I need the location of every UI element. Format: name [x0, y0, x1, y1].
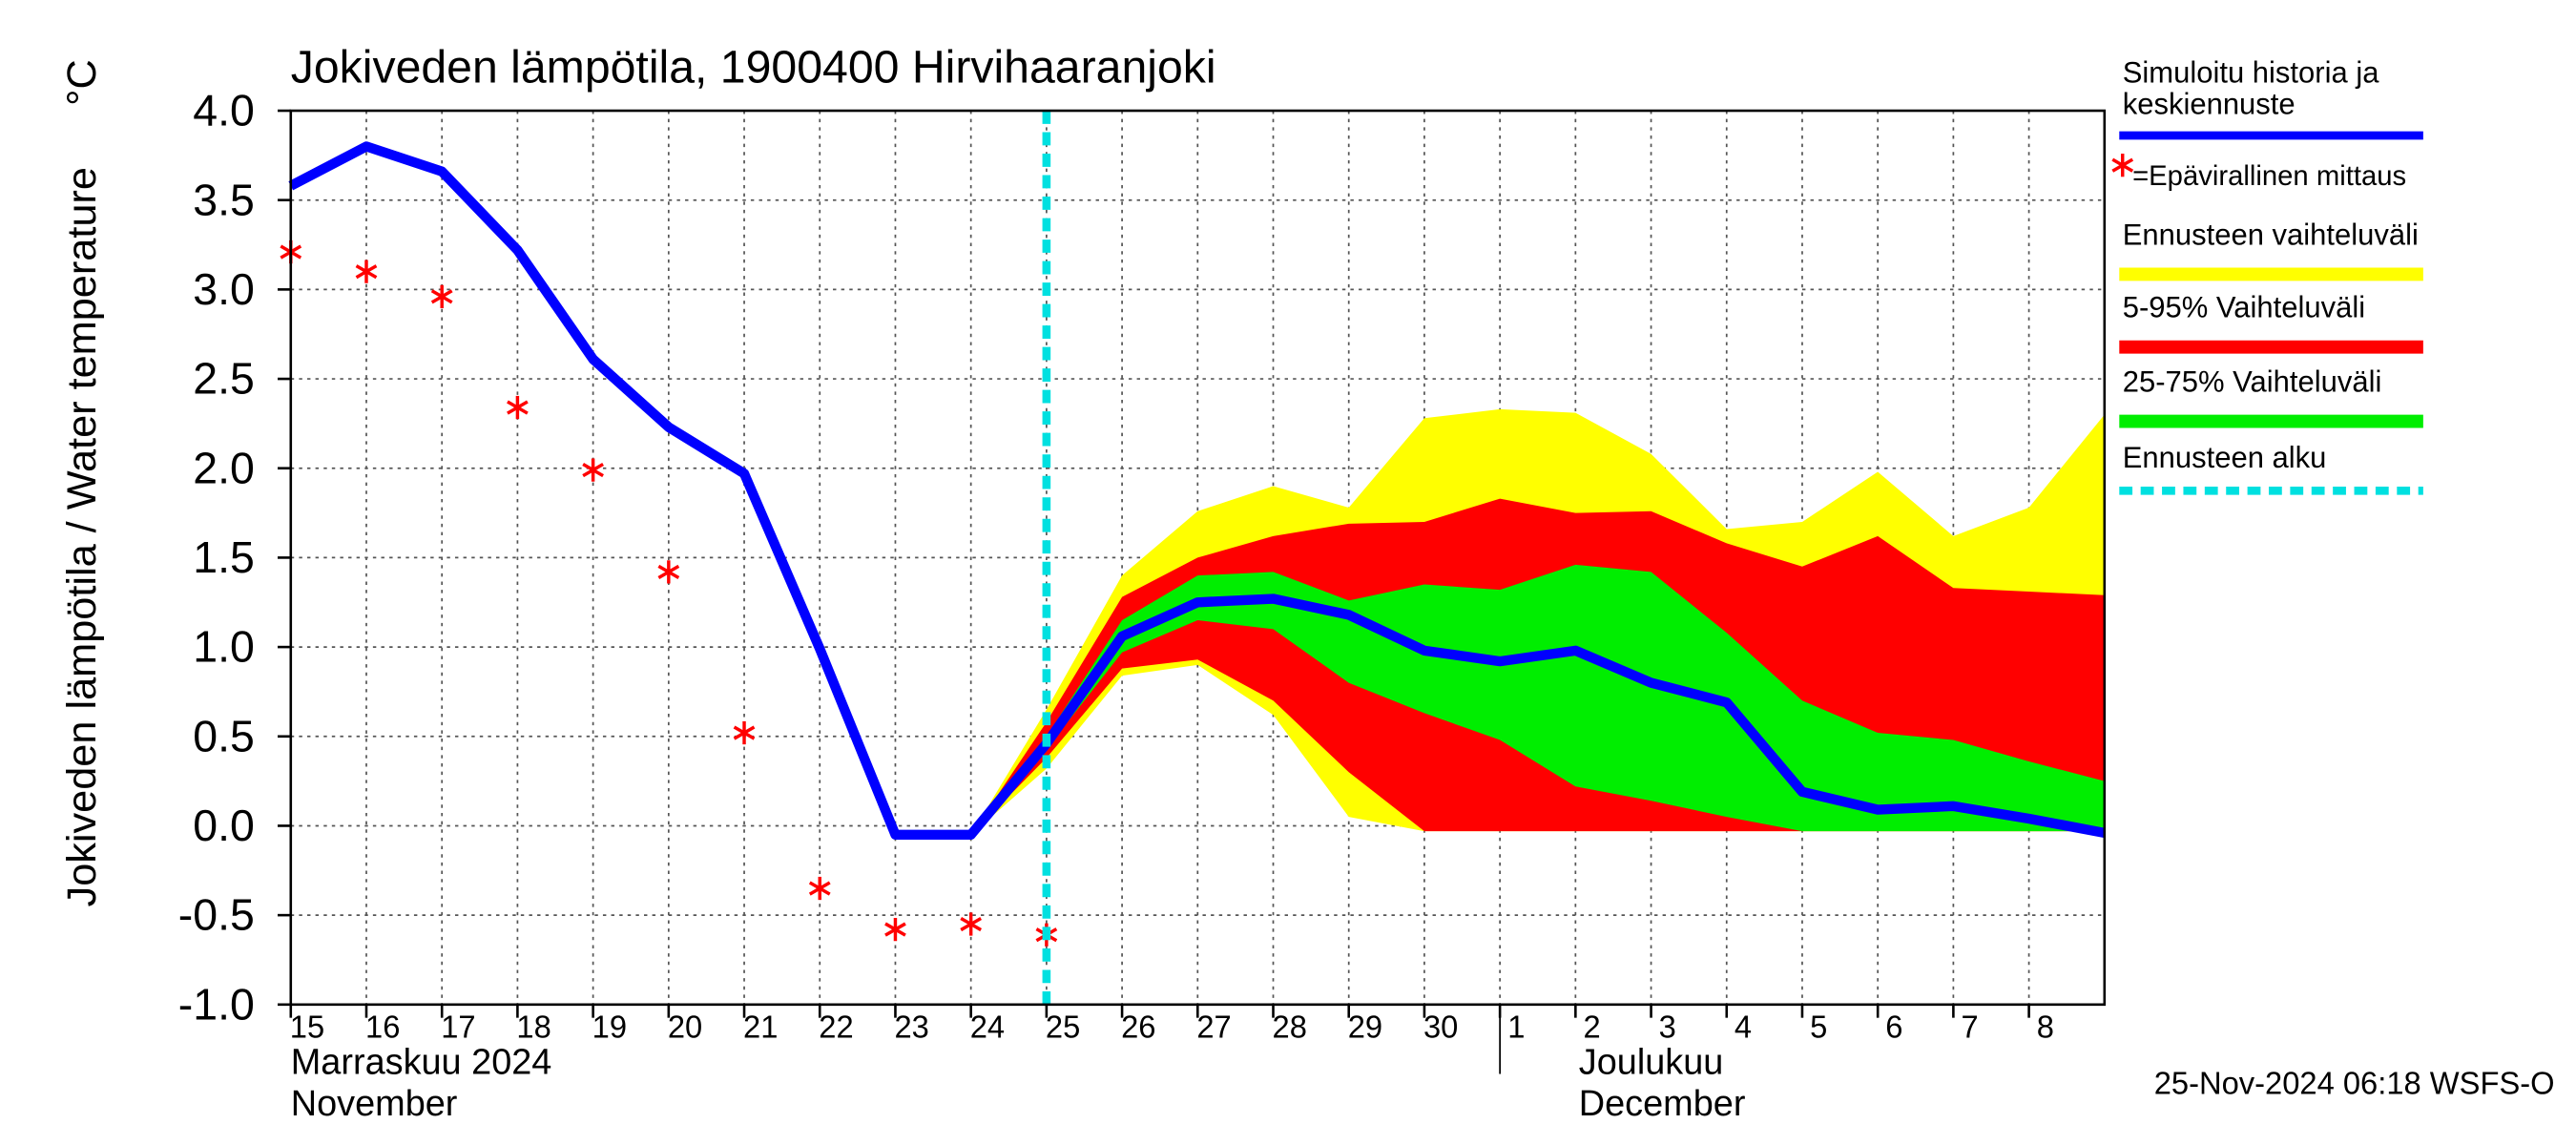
- x-tick-label: 21: [743, 1009, 778, 1044]
- x-tick-label: 27: [1196, 1009, 1231, 1044]
- month-label: Marraskuu 2024: [291, 1042, 552, 1082]
- marker: [657, 560, 680, 584]
- month-label: December: [1579, 1084, 1746, 1124]
- legend-label: Ennusteen alku: [2123, 441, 2327, 474]
- x-tick-label: 23: [894, 1009, 928, 1044]
- marker: [430, 284, 453, 308]
- marker-stroke: [2111, 157, 2134, 173]
- legend-label: Simuloitu historia ja keskiennuste: [2123, 56, 2379, 121]
- legend-label: 25-75% Vaihteluväli: [2123, 364, 2382, 398]
- marker-stroke: [884, 922, 906, 937]
- y-tick-label: -0.5: [178, 890, 255, 940]
- chart-title: Jokiveden lämpötila, 1900400 Hirvihaaran…: [291, 41, 1216, 93]
- x-tick-label: 20: [668, 1009, 702, 1044]
- marker-stroke: [960, 916, 983, 932]
- x-tick-label: 7: [1962, 1009, 1979, 1044]
- month-label: November: [291, 1084, 458, 1124]
- legend-label: Ennusteen vaihteluväli: [2123, 218, 2419, 251]
- x-tick-label: 17: [441, 1009, 475, 1044]
- line: [288, 141, 2106, 841]
- band: [970, 564, 2105, 835]
- x-tick-label: 26: [1121, 1009, 1155, 1044]
- marker-stroke: [808, 881, 831, 896]
- x-tick-label: 6: [1885, 1009, 1902, 1044]
- y-axis-title: Jokiveden lämpötila / Water temperature: [59, 167, 105, 906]
- marker-stroke: [733, 725, 756, 740]
- footer: 25-Nov-2024 06:18 WSFS-O: [2154, 1065, 2555, 1100]
- marker: [355, 260, 378, 283]
- x-tick-label: 2: [1583, 1009, 1600, 1044]
- marker-stroke: [355, 264, 378, 280]
- x-tick-label: 18: [516, 1009, 551, 1044]
- y-tick-label: 4.0: [193, 85, 255, 135]
- x-tick-label: 22: [819, 1009, 853, 1044]
- y-tick-label: 2.0: [193, 443, 255, 492]
- x-tick-label: 3: [1659, 1009, 1676, 1044]
- month-label: Joulukuu: [1579, 1042, 1724, 1082]
- marker: [733, 720, 756, 745]
- x-tick-label: 19: [592, 1009, 627, 1044]
- marker: [884, 918, 906, 942]
- y-tick-label: 3.0: [193, 264, 255, 314]
- marker-stroke: [507, 400, 529, 415]
- marker: [808, 876, 831, 901]
- plot-frame: [289, 109, 2107, 1007]
- y-tick-label: 2.5: [193, 354, 255, 404]
- legend-label: 5-95% Vaihteluväli: [2123, 290, 2365, 323]
- x-tick-label: 30: [1423, 1009, 1458, 1044]
- marker-stroke: [430, 289, 453, 304]
- marker: [582, 458, 604, 482]
- x-tick-label: 15: [290, 1009, 324, 1044]
- x-tick-label: 16: [365, 1009, 400, 1044]
- x-tick-label: 8: [2037, 1009, 2054, 1044]
- y-tick-label: 0.0: [193, 801, 255, 850]
- x-tick-label: 28: [1273, 1009, 1307, 1044]
- x-tick-label: 1: [1507, 1009, 1525, 1044]
- marker: [960, 912, 983, 936]
- marker-stroke: [657, 564, 680, 579]
- y-axis-unit: °C: [59, 59, 105, 106]
- x-tick-label: 5: [1810, 1009, 1827, 1044]
- x-tick-label: 29: [1348, 1009, 1382, 1044]
- x-tick-label: 4: [1735, 1009, 1752, 1044]
- marker-stroke: [582, 463, 604, 478]
- y-tick-label: 1.5: [193, 532, 255, 582]
- x-tick-label: 24: [970, 1009, 1005, 1044]
- y-tick-label: -1.0: [178, 979, 255, 1029]
- marker: [507, 395, 529, 420]
- legend-label: =Epävirallinen mittaus: [2132, 160, 2406, 192]
- y-tick-label: 1.0: [193, 622, 255, 672]
- y-tick-label: 0.5: [193, 711, 255, 760]
- x-tick-label: 25: [1046, 1009, 1080, 1044]
- y-tick-label: 3.5: [193, 175, 255, 224]
- legend-marker: [2111, 154, 2134, 177]
